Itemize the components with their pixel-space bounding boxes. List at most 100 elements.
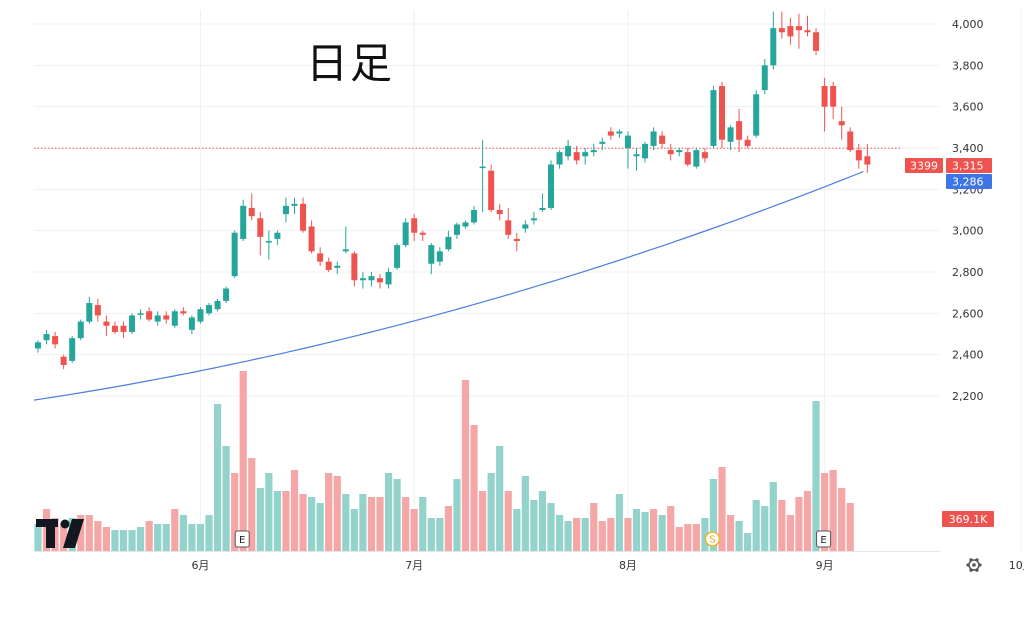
candle[interactable]: [282, 205, 289, 215]
candle[interactable]: [154, 315, 161, 322]
candle[interactable]: [761, 65, 768, 91]
candle[interactable]: [855, 150, 862, 161]
candle[interactable]: [240, 205, 247, 239]
candle[interactable]: [667, 150, 674, 155]
candle[interactable]: [385, 272, 392, 285]
candle[interactable]: [676, 150, 683, 153]
candle[interactable]: [445, 236, 452, 250]
candle[interactable]: [77, 321, 84, 339]
candle[interactable]: [813, 32, 820, 51]
candle[interactable]: [214, 300, 221, 310]
candle[interactable]: [377, 278, 383, 283]
candle[interactable]: [778, 28, 785, 33]
earnings-event-marker[interactable]: [816, 530, 832, 548]
candle[interactable]: [402, 222, 409, 246]
candle[interactable]: [753, 94, 760, 136]
candle[interactable]: [830, 86, 837, 107]
candle[interactable]: [539, 207, 546, 210]
candle[interactable]: [171, 311, 178, 326]
split-event-marker[interactable]: [704, 531, 721, 547]
candle[interactable]: [248, 207, 255, 217]
candle[interactable]: [69, 338, 76, 361]
candle[interactable]: [300, 203, 307, 231]
candle[interactable]: [565, 145, 572, 157]
candle[interactable]: [590, 150, 597, 153]
candle[interactable]: [847, 131, 854, 151]
candle[interactable]: [257, 218, 264, 237]
candle[interactable]: [599, 141, 606, 144]
candle[interactable]: [342, 249, 349, 252]
candle[interactable]: [231, 232, 238, 277]
candle[interactable]: [659, 135, 666, 144]
candle[interactable]: [180, 311, 187, 314]
candle[interactable]: [411, 218, 418, 233]
candle[interactable]: [325, 261, 332, 270]
candle[interactable]: [727, 127, 734, 142]
candle[interactable]: [43, 334, 50, 341]
candle[interactable]: [821, 86, 828, 107]
candle[interactable]: [94, 305, 101, 316]
candle[interactable]: [146, 311, 153, 320]
candle[interactable]: [462, 222, 469, 227]
candle[interactable]: [317, 253, 324, 262]
candle[interactable]: [650, 131, 657, 146]
candle[interactable]: [770, 28, 777, 66]
candle[interactable]: [719, 86, 725, 140]
candle[interactable]: [274, 232, 281, 239]
candle[interactable]: [616, 131, 623, 134]
candle[interactable]: [488, 170, 495, 210]
candle[interactable]: [103, 321, 110, 326]
candle[interactable]: [436, 251, 443, 262]
candle[interactable]: [582, 152, 589, 157]
candle[interactable]: [334, 265, 341, 268]
candle[interactable]: [60, 356, 67, 365]
candle[interactable]: [368, 276, 375, 281]
candle[interactable]: [693, 150, 700, 167]
candle[interactable]: [795, 26, 802, 31]
candle[interactable]: [513, 238, 520, 241]
candle[interactable]: [265, 241, 272, 243]
candle[interactable]: [308, 226, 315, 252]
candle[interactable]: [804, 30, 811, 33]
candle[interactable]: [206, 305, 212, 314]
candle[interactable]: [120, 325, 127, 332]
candle[interactable]: [163, 315, 170, 320]
candle[interactable]: [223, 288, 230, 301]
candle[interactable]: [642, 143, 649, 159]
candle[interactable]: [556, 152, 563, 165]
candle[interactable]: [188, 317, 195, 330]
candle[interactable]: [359, 278, 366, 281]
candle[interactable]: [453, 224, 460, 235]
candle[interactable]: [428, 245, 435, 264]
candle[interactable]: [864, 156, 871, 165]
candle[interactable]: [111, 325, 118, 332]
candle[interactable]: [710, 90, 717, 146]
candle[interactable]: [633, 154, 640, 157]
gear-icon[interactable]: [966, 558, 982, 572]
candle[interactable]: [607, 131, 614, 136]
candle[interactable]: [684, 152, 691, 165]
candle[interactable]: [35, 342, 41, 349]
candle[interactable]: [52, 336, 59, 345]
candle[interactable]: [787, 26, 794, 37]
candle[interactable]: [351, 253, 358, 281]
earnings-event-marker[interactable]: [234, 530, 250, 548]
candle[interactable]: [394, 245, 401, 268]
candle[interactable]: [419, 232, 426, 235]
candle[interactable]: [522, 224, 529, 229]
candle[interactable]: [129, 315, 136, 332]
candle[interactable]: [548, 164, 554, 208]
candle[interactable]: [736, 121, 743, 140]
candle[interactable]: [838, 121, 845, 126]
candle[interactable]: [573, 152, 580, 161]
candle[interactable]: [701, 152, 708, 159]
candle[interactable]: [479, 166, 486, 169]
candle[interactable]: [137, 313, 144, 315]
candle[interactable]: [496, 210, 503, 215]
candle[interactable]: [624, 135, 631, 148]
candle[interactable]: [197, 309, 204, 322]
candle[interactable]: [744, 139, 751, 146]
candle[interactable]: [471, 210, 478, 223]
candle[interactable]: [505, 220, 512, 235]
